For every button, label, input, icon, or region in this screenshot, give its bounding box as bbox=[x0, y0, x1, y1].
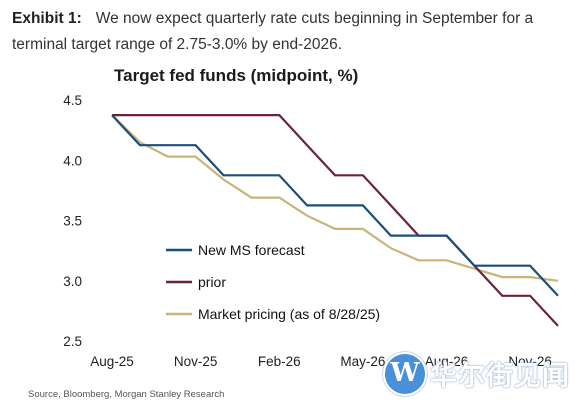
chart-title: Target fed funds (midpoint, %) bbox=[114, 66, 359, 85]
watermark-text: 华尔街见闻 bbox=[430, 361, 570, 392]
legend-label: New MS forecast bbox=[198, 242, 305, 258]
y-tick-label: 3.5 bbox=[63, 214, 82, 229]
series-line-3 bbox=[111, 114, 559, 282]
series-lines bbox=[111, 113, 559, 327]
x-tick-label: Aug-26 bbox=[425, 354, 469, 369]
series-line-2 bbox=[112, 113, 559, 327]
watermark-w-icon: W bbox=[383, 352, 427, 396]
legend-label: Market pricing (as of 8/28/25) bbox=[198, 306, 380, 322]
watermark-logo: W 华尔街见闻 bbox=[383, 348, 573, 400]
x-tick-label: Feb-26 bbox=[258, 354, 301, 369]
x-tick-label: Aug-25 bbox=[90, 354, 134, 369]
exhibit-caption: Exhibit 1: We now expect quarterly rate c… bbox=[12, 6, 572, 58]
y-tick-label: 4.0 bbox=[63, 153, 82, 168]
x-tick-label: Nov-26 bbox=[508, 354, 552, 369]
exhibit-text: We now expect quarterly rate cuts beginn… bbox=[12, 10, 534, 53]
legend-label: prior bbox=[198, 274, 226, 290]
y-axis-ticks: 2.5 3.0 3.5 4.0 4.5 bbox=[63, 93, 82, 349]
legend: New MS forecast prior Market pricing (as o… bbox=[166, 242, 380, 322]
source-note: Source, Bloomberg, Morgan Stanley Resear… bbox=[28, 389, 225, 400]
x-tick-label: May-26 bbox=[340, 354, 385, 369]
exhibit-label: Exhibit 1: bbox=[12, 10, 82, 27]
x-tick-label: Nov-25 bbox=[174, 354, 218, 369]
x-axis-ticks: Aug-25 Nov-25 Feb-26 May-26 Aug-26 Nov-26 bbox=[90, 354, 552, 369]
y-tick-label: 3.0 bbox=[63, 274, 82, 289]
y-tick-label: 4.5 bbox=[63, 93, 82, 108]
y-tick-label: 2.5 bbox=[63, 334, 82, 349]
series-line-1 bbox=[111, 114, 559, 297]
